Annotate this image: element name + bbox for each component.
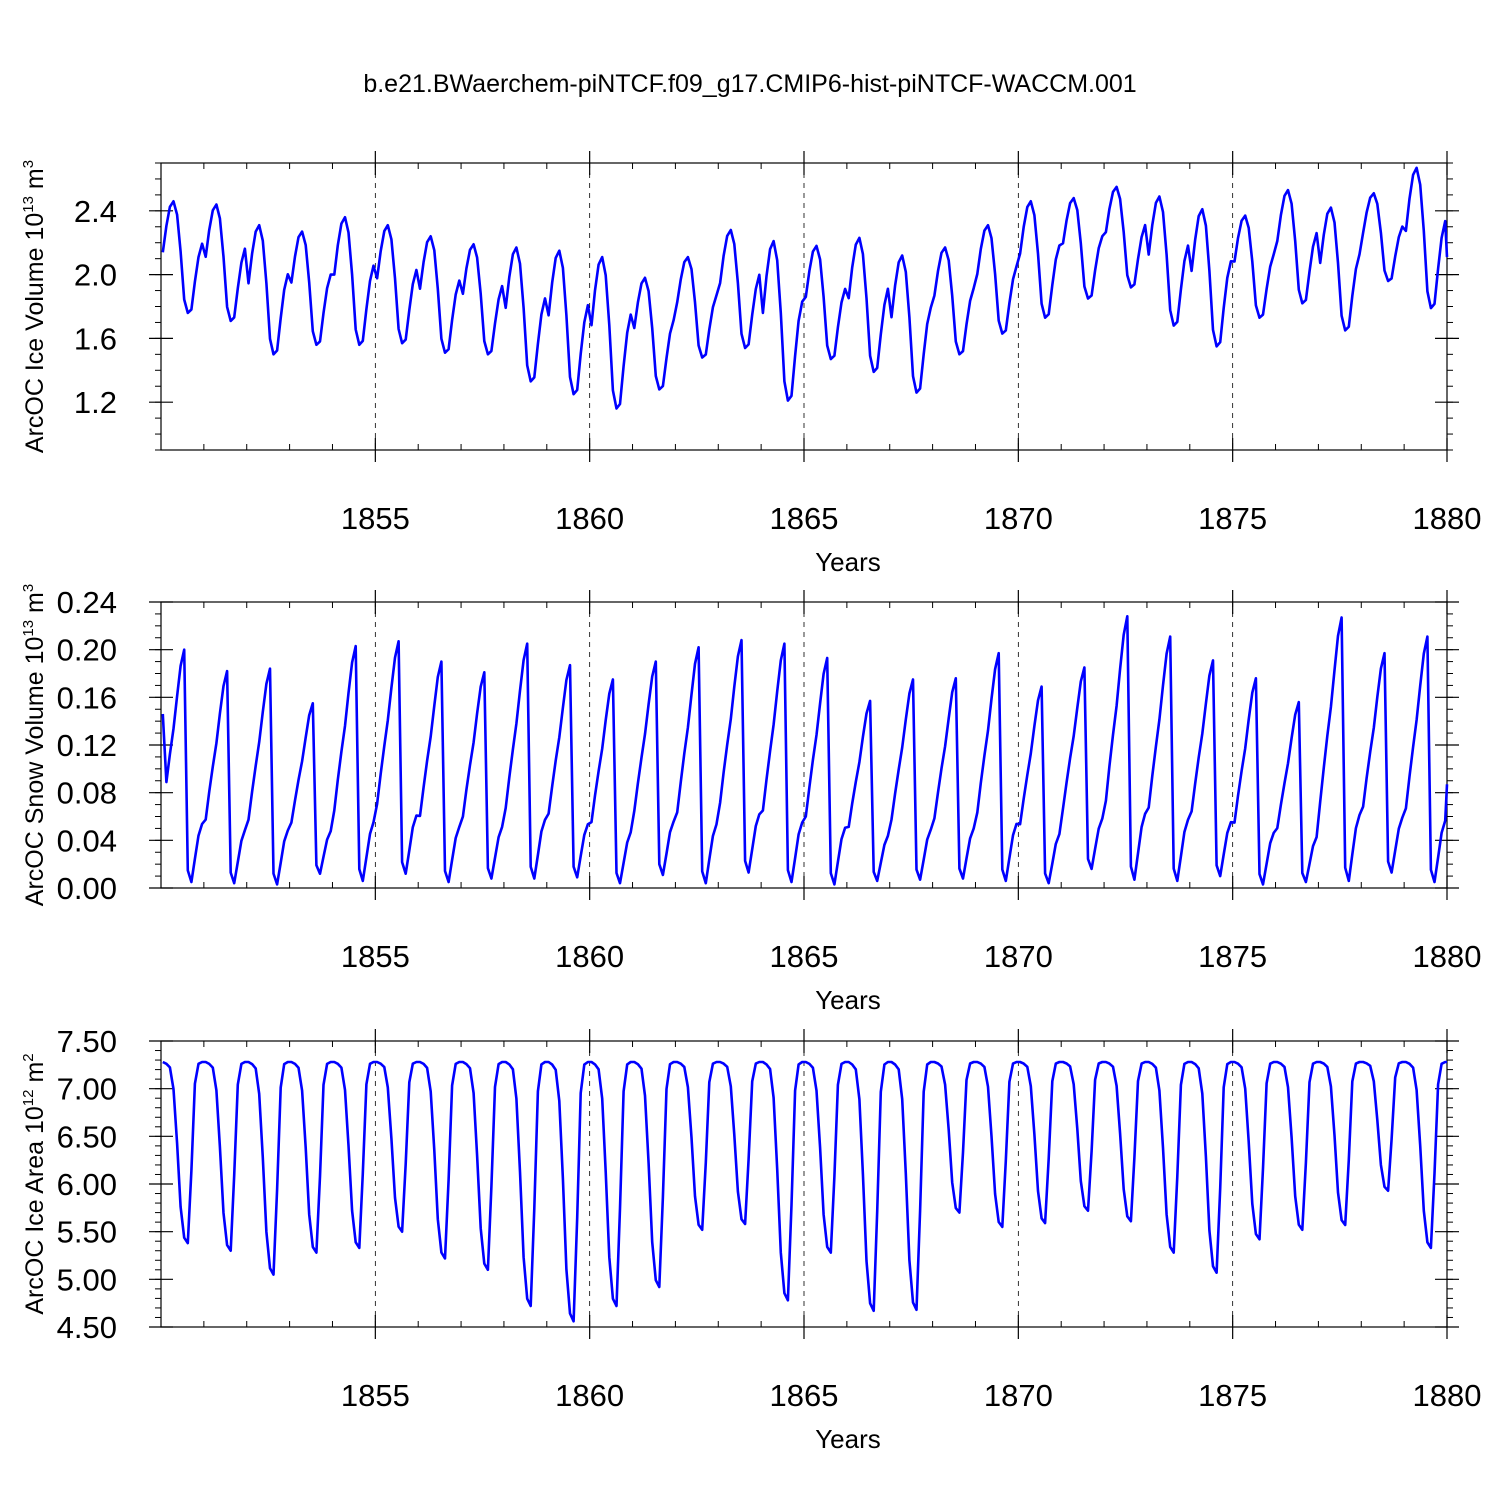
x-tick-label: 1865 (770, 501, 839, 536)
y-tick-label: 4.50 (57, 1310, 117, 1345)
x-tick-label: 1870 (984, 1378, 1053, 1413)
x-tick-label: 1875 (1198, 501, 1267, 536)
series-line-ice-area (162, 1060, 1447, 1323)
y-tick-label: 7.50 (57, 1024, 117, 1059)
y-tick-label: 6.00 (57, 1167, 117, 1202)
x-tick-label: 1865 (770, 939, 839, 974)
y-tick-label: 0.16 (57, 680, 117, 715)
y-tick-label: 2.0 (74, 258, 117, 293)
y-tick-label: 6.50 (57, 1119, 117, 1154)
series-line-ice-volume (161, 166, 1449, 410)
x-tick-label: 1875 (1198, 939, 1267, 974)
y-tick-label: 0.12 (57, 728, 117, 763)
y-tick-label: 0.04 (57, 823, 117, 858)
x-tick-label: 1880 (1413, 1378, 1482, 1413)
y-tick-label: 1.2 (74, 385, 117, 420)
y-axis-label: ArcOC Snow Volume 1013 m3 (20, 584, 49, 906)
x-axis-label: Years (815, 547, 881, 577)
x-tick-label: 1880 (1413, 939, 1482, 974)
y-tick-label: 7.00 (57, 1072, 117, 1107)
y-tick-label: 0.20 (57, 633, 117, 668)
series-line-snow-volume (161, 615, 1449, 886)
y-tick-label: 1.6 (74, 321, 117, 356)
y-tick-label: 5.00 (57, 1262, 117, 1297)
x-tick-label: 1855 (341, 939, 410, 974)
x-tick-label: 1870 (984, 501, 1053, 536)
y-axis-label: ArcOC Ice Area 1012 m2 (20, 1053, 49, 1314)
x-tick-label: 1855 (341, 1378, 410, 1413)
y-tick-label: 5.50 (57, 1215, 117, 1250)
y-tick-label: 0.24 (57, 585, 117, 620)
x-tick-label: 1860 (555, 501, 624, 536)
chart-title: b.e21.BWaerchem-piNTCF.f09_g17.CMIP6-his… (363, 70, 1137, 98)
x-tick-label: 1875 (1198, 1378, 1267, 1413)
panel-ice-volume: 1855 1860 1865 1870 1875 1880 Years 1.2 1.6 2.0 2.… (20, 151, 1481, 577)
y-tick-label: 2.4 (74, 194, 117, 229)
panel-ice-area: 1855 1860 1865 1870 1875 1880 Years 4.50 5.00 5.5… (20, 1024, 1481, 1454)
x-tick-label: 1865 (770, 1378, 839, 1413)
panel-snow-volume: 1855 1860 1865 1870 1875 1880 Years 0.00 0.04 0.0… (20, 584, 1481, 1015)
y-tick-label: 0.00 (57, 871, 117, 906)
x-tick-label: 1855 (341, 501, 410, 536)
y-axis-label: ArcOC Ice Volume 1013 m3 (20, 160, 49, 453)
x-tick-label: 1860 (555, 1378, 624, 1413)
x-tick-label: 1870 (984, 939, 1053, 974)
x-axis-label: Years (815, 1424, 881, 1454)
y-tick-label: 0.08 (57, 776, 117, 811)
x-axis-label: Years (815, 985, 881, 1015)
x-tick-label: 1860 (555, 939, 624, 974)
x-tick-label: 1880 (1413, 501, 1482, 536)
